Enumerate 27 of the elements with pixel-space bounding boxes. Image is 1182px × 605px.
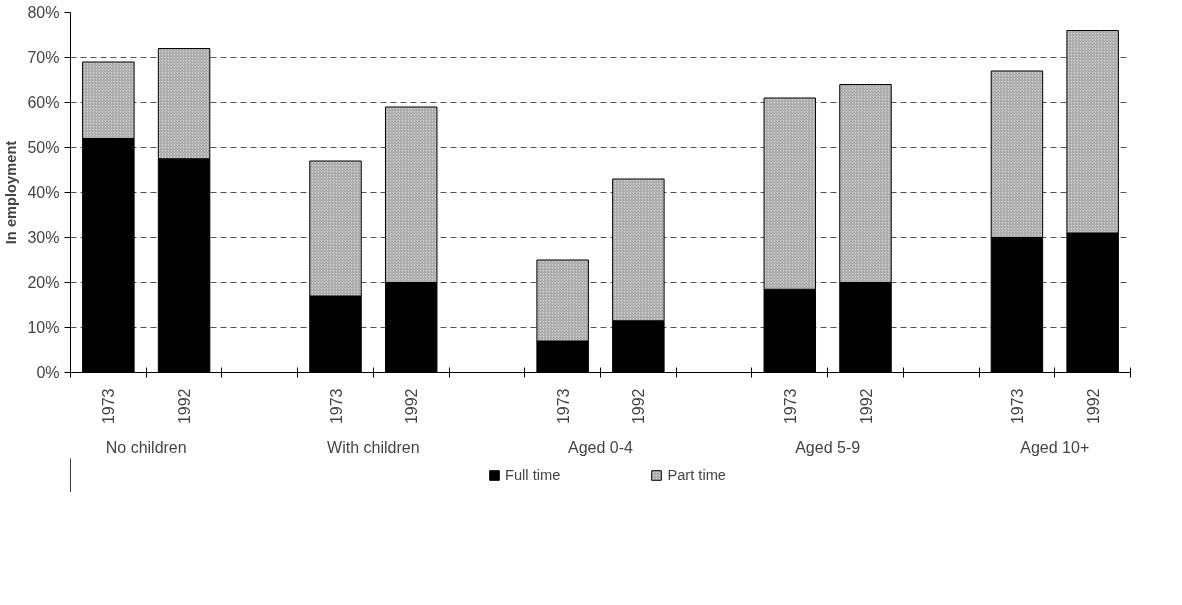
- x-tick-label: 1973: [327, 388, 345, 425]
- x-tick-label: 1992: [1084, 388, 1102, 425]
- x-tick-label: 1973: [1008, 388, 1026, 425]
- y-tick-label: 70%: [27, 49, 60, 66]
- text: Aged 5-9: [795, 438, 861, 456]
- y-tick-label: 30%: [27, 229, 60, 246]
- x-tick-label: 1992: [176, 388, 194, 425]
- y-axis-title: In employment: [3, 140, 20, 245]
- x-tick-label: 1992: [403, 388, 421, 425]
- text: Aged 10+: [1020, 438, 1090, 456]
- y-tick-label: 80%: [27, 4, 60, 21]
- y-tick-label: 0%: [36, 364, 60, 381]
- y-tick-label: 20%: [27, 274, 60, 291]
- x-tick-label: 1973: [100, 388, 118, 425]
- text: Aged 0-4: [568, 438, 634, 456]
- x-tick-label: 1973: [781, 388, 799, 425]
- x-tick-label: 1992: [857, 388, 875, 425]
- text: No children: [105, 438, 187, 456]
- text: With children: [327, 438, 420, 456]
- y-tick-label: 50%: [27, 139, 60, 156]
- x-tick-label: 1992: [630, 388, 648, 425]
- y-tick-label: 10%: [27, 319, 60, 336]
- x-tick-label: 1973: [554, 388, 572, 425]
- legend-label: Full time: [504, 467, 561, 483]
- y-tick-label: 60%: [27, 94, 60, 111]
- y-tick-label: 40%: [27, 184, 60, 201]
- legend-label: Part time: [667, 467, 727, 483]
